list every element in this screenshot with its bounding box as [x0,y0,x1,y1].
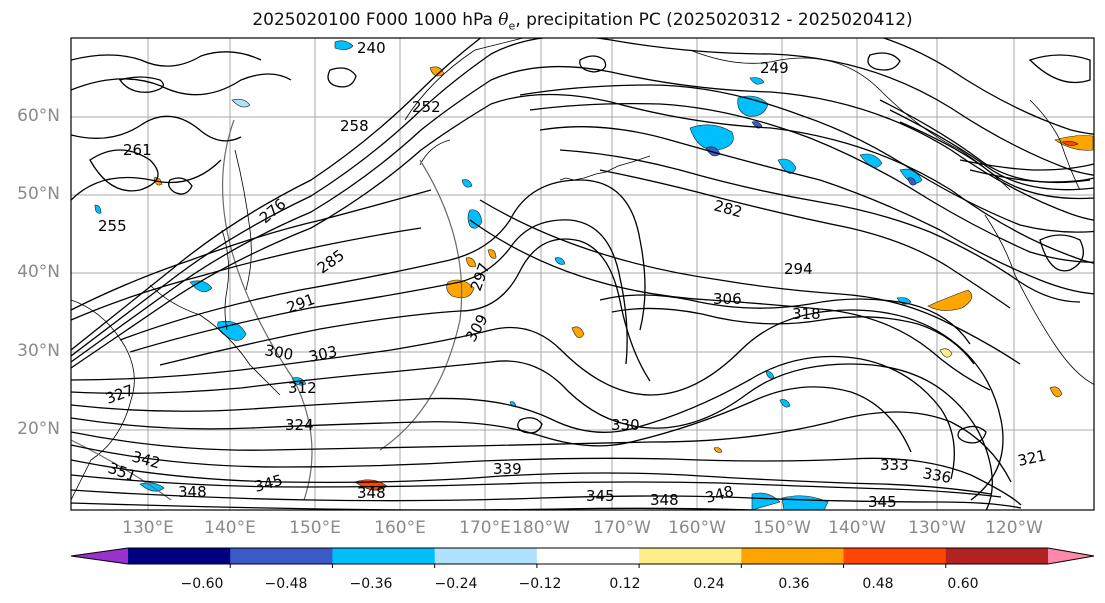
contour-label: 333 [880,456,909,474]
contour-label: 318 [792,305,821,323]
contour-label: 255 [98,217,127,235]
map-frame [70,37,1095,511]
contour-label: 321 [1016,446,1048,470]
colorbar-tick-label: −0.48 [264,576,308,592]
colorbar-outline [70,547,1095,565]
colorbar-tick-label: 0.36 [778,576,810,592]
lon-label-120w: 120°W [985,518,1043,538]
colorbar-bin [945,548,1049,564]
colorbar-extend-high [1048,548,1094,564]
colorbar-tick-label: −0.12 [518,576,562,592]
theta-symbol: θ [498,10,509,30]
lon-label-160e: 160°E [374,518,426,538]
lon-label-140w: 140°W [828,518,886,538]
lat-label-50n: 50°N [17,184,60,204]
contour-label: 324 [285,416,314,434]
contour-label: 249 [760,59,789,77]
colorbar-tick-label: −0.60 [180,576,224,592]
map-area: 240 249 252 258 261 255 276 285 291 282 … [71,38,1094,511]
lat-label-40n: 40°N [17,262,60,282]
contour-label: 303 [307,342,339,366]
theta-e-contours [71,38,1094,510]
lon-label-180w: 180°W [512,518,570,538]
contour-label: 330 [611,416,640,434]
precipitation-shading [94,40,1094,510]
lat-label-60n: 60°N [17,106,60,126]
colorbar-bin [230,548,333,564]
colorbar-tick-label: 0.24 [693,576,725,592]
colorbar-bin [434,548,538,564]
contour-label: 261 [123,141,152,159]
title-suffix: , precipitation PC (2025020312 - 2025020… [515,10,913,30]
graticule [71,38,1094,510]
contour-label: 294 [784,260,813,278]
lat-label-30n: 30°N [17,341,60,361]
contour-label: 240 [357,39,386,57]
coastlines [71,38,1094,501]
theta-subscript: e [508,19,516,33]
lon-label-160w: 160°W [668,518,726,538]
colorbar-bin [843,548,947,564]
colorbar-extend-low [71,548,128,564]
contour-label: 345 [868,493,897,511]
colorbar-bin [639,548,742,564]
lon-label-150e: 150°E [289,518,341,538]
contour-label: 348 [357,484,386,502]
lon-label-140e: 140°E [204,518,256,538]
lon-label-130e: 130°E [122,518,174,538]
lon-label-130w: 130°W [908,518,966,538]
lon-label-170w: 170°W [593,518,651,538]
contour-label: 339 [493,460,522,478]
colorbar-tick-label: 0.60 [947,576,979,592]
colorbar-bin [536,548,640,564]
lon-label-170e: 170°E [459,518,511,538]
colorbar [70,547,1095,568]
colorbar-bin [741,548,845,564]
contour-label: 300 [263,341,294,364]
colorbar-tick-label: −0.36 [349,576,393,592]
colorbar-tick-label: 0.12 [609,576,641,592]
colorbar-tick-label: 0.48 [862,576,894,592]
contour-label: 312 [288,379,317,397]
colorbar-bin [128,548,231,564]
colorbar-bin [332,548,436,564]
contour-label: 258 [340,117,369,135]
map-title: 2025020100 F000 1000 hPa θe, precipitati… [0,10,1105,32]
colorbar-tick-label: −0.24 [434,576,478,592]
contour-label: 345 [586,487,615,505]
contour-label: 348 [178,483,207,501]
lat-label-20n: 20°N [17,419,60,439]
contour-label: 252 [412,98,441,116]
contour-label: 336 [921,464,952,487]
contour-label: 306 [713,290,742,308]
contour-label: 348 [650,491,679,509]
title-prefix: 2025020100 F000 1000 hPa [252,10,499,30]
lon-label-150w: 150°W [753,518,811,538]
